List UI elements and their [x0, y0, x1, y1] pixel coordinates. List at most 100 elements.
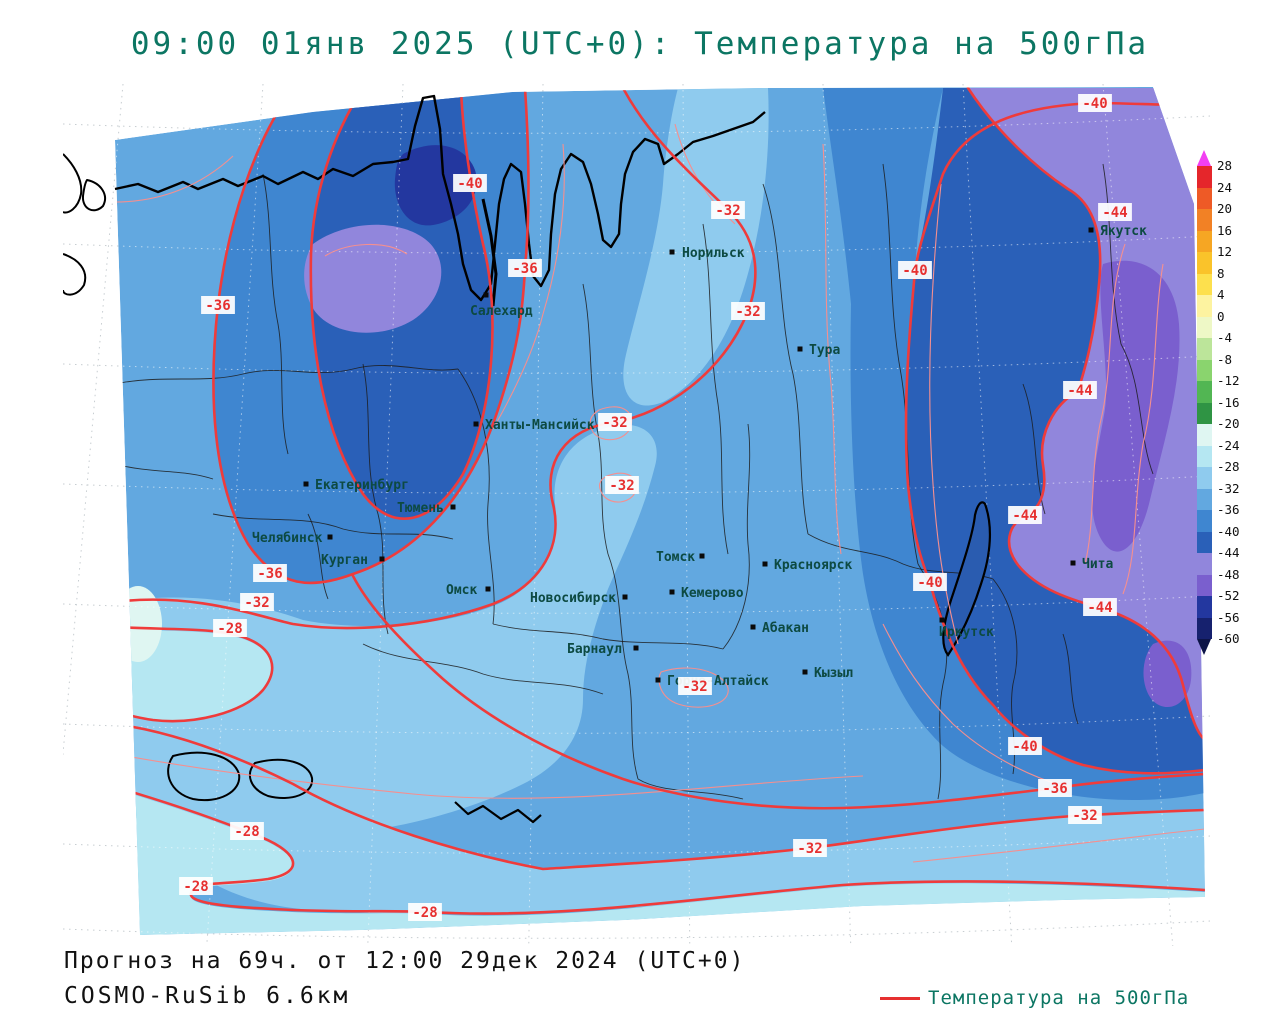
contour-label: -44: [1063, 381, 1097, 399]
svg-text:-28: -28: [412, 905, 437, 921]
city-label: Курган: [321, 553, 368, 568]
cities-layer: Норильск Салехард Тура Якутск Ханты-Мансийск…: [252, 224, 1147, 689]
city-label: Тюмень: [397, 501, 444, 516]
colorbar-cell: [1197, 230, 1212, 252]
colorbar-tick-label: 28: [1217, 157, 1233, 173]
city-label: Якутск: [1100, 224, 1147, 239]
contour-label: -40: [1008, 737, 1042, 755]
map-title: 09:00 01янв 2025 (UTC+0): Температура на…: [130, 26, 1150, 62]
colorbar-cell: [1197, 488, 1212, 510]
colorbar-tick-label: -28: [1217, 458, 1240, 474]
city-label: Иркутск: [939, 625, 994, 640]
contour-label: -32: [1068, 806, 1102, 824]
colorbar-tick-label: 12: [1217, 243, 1233, 259]
colorbar-cell: [1197, 574, 1212, 596]
svg-text:-32: -32: [735, 304, 760, 320]
svg-text:-32: -32: [1072, 808, 1097, 824]
svg-text:-32: -32: [609, 478, 634, 494]
colorbar-tick-label: -4: [1217, 329, 1233, 345]
svg-text:-28: -28: [234, 824, 259, 840]
city-label: Челябинск: [252, 531, 323, 546]
colorbar-tick-label: -56: [1217, 609, 1240, 625]
svg-text:-32: -32: [682, 679, 707, 695]
contour-label: -28: [230, 822, 264, 840]
svg-text:-40: -40: [457, 176, 482, 192]
contour-label: -32: [605, 476, 639, 494]
svg-text:-40: -40: [1012, 739, 1037, 755]
svg-text:-40: -40: [1082, 96, 1107, 112]
city-dot: [450, 504, 456, 510]
city-label: Тура: [809, 343, 840, 358]
colorbar-cell: [1197, 402, 1212, 424]
contour-label: -36: [1038, 779, 1072, 797]
city-dot: [802, 669, 808, 675]
colorbar-cell: [1197, 531, 1212, 553]
colorbar-tick-label: 16: [1217, 222, 1233, 238]
contour-label: -32: [793, 839, 827, 857]
city-dot: [1070, 560, 1076, 566]
contour-label: -40: [1078, 94, 1112, 112]
contour-label: -44: [1008, 506, 1042, 524]
city-dot: [1088, 227, 1094, 233]
contour-label: -32: [678, 677, 712, 695]
city-dot: [303, 481, 309, 487]
contour-label: -32: [711, 201, 745, 219]
city-label: Барнаул: [567, 642, 622, 657]
contour-label: -40: [913, 573, 947, 591]
colorbar-tick-label: -8: [1217, 351, 1233, 367]
city-dot: [669, 249, 675, 255]
city-dot: [327, 534, 333, 540]
colorbar-tick-label: 4: [1217, 286, 1225, 302]
colorbar-tick-label: -32: [1217, 480, 1240, 496]
colorbar-tick-label: -48: [1217, 566, 1240, 582]
colorbar-cell: [1197, 209, 1212, 231]
coastline-layer: [63, 94, 992, 824]
city-label: Кызыл: [814, 666, 853, 681]
legend-line-sample: [880, 996, 920, 1000]
city-dot: [485, 586, 491, 592]
lake-baikal: [942, 501, 992, 657]
contour-label: -32: [598, 413, 632, 431]
colorbar-cell: [1197, 596, 1212, 618]
city-label: Новосибирск: [530, 591, 616, 606]
city-dot: [699, 553, 705, 559]
svg-text:-36: -36: [257, 566, 282, 582]
colorbar-arrow-bottom: [1197, 639, 1211, 655]
colorbar-tick-label: -24: [1217, 437, 1240, 453]
colorbar-tick-label: -36: [1217, 501, 1240, 517]
city-label: Норильск: [682, 246, 745, 261]
contour-label: -28: [213, 619, 247, 637]
colorbar-tick-label: -12: [1217, 372, 1240, 388]
colorbar-cells: [1197, 166, 1212, 639]
colorbar-cell: [1197, 553, 1212, 575]
contour-label: -36: [253, 564, 287, 582]
city-label: Екатеринбург: [315, 478, 409, 493]
svg-text:-36: -36: [1042, 781, 1067, 797]
minor-contours-layer: [115, 123, 1205, 863]
colorbar-cell: [1197, 338, 1212, 360]
colorbar-cell: [1197, 424, 1212, 446]
city-label: Кемерово: [681, 586, 744, 601]
city-label: Омск: [446, 583, 477, 598]
city-dot: [655, 677, 661, 683]
city-dot: [939, 617, 945, 623]
contour-label: -40: [898, 261, 932, 279]
colorbar-cell: [1197, 166, 1212, 188]
colorbar-tick-label: 0: [1217, 308, 1225, 324]
colorbar-cell: [1197, 273, 1212, 295]
svg-text:-40: -40: [902, 263, 927, 279]
colorbar-tick-label: 24: [1217, 179, 1233, 195]
svg-text:-32: -32: [715, 203, 740, 219]
colorbar-tick-label: 20: [1217, 200, 1233, 216]
contour-label: -44: [1098, 203, 1132, 221]
colorbar-tick-label: -16: [1217, 394, 1240, 410]
colorbar-cell: [1197, 252, 1212, 274]
svg-text:-32: -32: [797, 841, 822, 857]
colorbar-cell: [1197, 359, 1212, 381]
colorbar-tick-label: -44: [1217, 544, 1240, 560]
city-dot: [669, 589, 675, 595]
model-info: COSMO-RuSib 6.6км: [64, 983, 351, 1009]
contour-labels-layer: -40 -36 -36 -32 -32 -40 -40 -44 -44 -32 -32 -44 -44 -…: [179, 94, 1132, 921]
colorbar: 28 24 20 16 12 8 4 0 -4 -8 -12 -16 -20 -24 -28 -32 -36 -4…: [1197, 150, 1259, 655]
svg-text:-40: -40: [917, 575, 942, 591]
